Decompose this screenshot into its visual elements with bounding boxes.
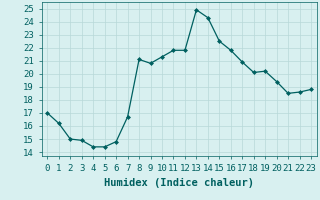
X-axis label: Humidex (Indice chaleur): Humidex (Indice chaleur) xyxy=(104,178,254,188)
